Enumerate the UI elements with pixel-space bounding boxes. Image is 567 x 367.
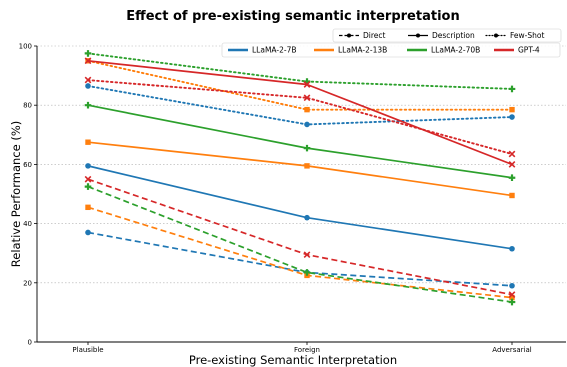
series-gpt4-fewshot [84,76,516,158]
data-point [303,269,311,276]
y-tick-label: 40 [23,220,32,228]
x-ticks: Plausible Foreign Adversarial [72,342,532,354]
series-llama13-description [85,139,515,199]
legend-style: Direct Description Few-Shot [332,28,562,43]
data-point [509,282,515,289]
data-point [508,174,516,182]
legend-model-entry-llama7: LLaMA-2-7B [228,46,297,55]
legend-style-marker [347,33,351,38]
legend-style-label: Description [432,31,475,40]
series-llama70-description [84,101,516,182]
legend-model-box [221,42,561,58]
legend-style-box [332,28,562,43]
x-tick-label: Foreign [294,346,320,354]
data-point [85,139,91,145]
legend-style-label: Few-Shot [510,31,544,40]
data-point [304,106,310,113]
data-point [508,161,516,168]
legend-style-entry-description: Description [408,31,475,40]
legend-model: LLaMA-2-7B LLaMA-2-13B LLaMA-2-70B GPT-4 [221,42,561,58]
data-point [85,204,91,211]
x-tick-label: Adversarial [492,346,531,354]
y-tick-label: 0 [28,339,32,347]
data-point [84,175,92,183]
legend-style-marker [416,33,420,38]
series-line [87,79,513,155]
legend-model-label: LLaMA-2-7B [252,46,297,55]
data-point [508,298,516,306]
series-llama7-description [85,163,515,252]
data-point [84,57,92,65]
legend-style-marker [494,33,498,38]
data-point [303,81,311,88]
legend-model-label: GPT-4 [518,46,540,55]
legend-style-entry-fewshot: Few-Shot [485,31,544,40]
legend-model-label: LLaMA-2-70B [431,46,480,55]
series-gpt4-description [84,57,516,168]
data-point [85,163,91,169]
data-point [84,76,92,84]
data-point [508,85,516,93]
data-point [84,50,92,57]
chart-title: Effect of pre-existing semantic interpre… [126,9,459,24]
y-tick-label: 80 [23,102,32,110]
data-point [303,94,311,102]
y-tick-label: 60 [23,161,32,169]
data-point [509,294,515,301]
data-point [84,101,92,109]
series-line [87,178,513,296]
grid [37,45,566,284]
data-point [304,214,310,221]
legend-model-entry-gpt4: GPT-4 [494,46,540,55]
series-line [87,231,513,287]
series-line [87,165,513,250]
data-point [85,229,91,236]
data-point [85,83,91,89]
legend-model-label: LLaMA-2-13B [338,46,387,55]
data-point [509,114,515,120]
series-line [87,104,513,179]
data-point [509,245,515,252]
data-point [508,150,516,158]
data-point [509,106,515,113]
data-point [304,163,310,169]
series [84,50,516,306]
data-point [509,192,515,199]
data-point [84,183,92,190]
x-axis-label: Pre-existing Semantic Interpretation [189,353,397,367]
series-llama7-fewshot [85,83,515,128]
y-ticks: 0 20 40 60 80 100 [19,43,37,347]
legend-model-entry-llama70: LLaMA-2-70B [407,46,480,55]
series-line [87,185,513,303]
series-gpt4-direct [84,175,516,299]
legend-style-label: Direct [363,31,386,40]
data-point [303,144,311,152]
legend-style-entry-direct: Direct [339,31,386,40]
x-tick-label: Plausible [72,346,103,354]
y-tick-label: 100 [19,43,32,51]
series-llama70-direct [84,183,516,306]
data-point [304,121,310,128]
data-point [508,291,516,299]
series-line [87,59,513,111]
data-point [303,251,311,259]
series-llama7-direct [85,229,515,289]
y-axis-label: Relative Performance (%) [9,121,23,267]
y-tick-label: 20 [23,279,32,287]
legend-model-entry-llama13: LLaMA-2-13B [314,46,387,55]
